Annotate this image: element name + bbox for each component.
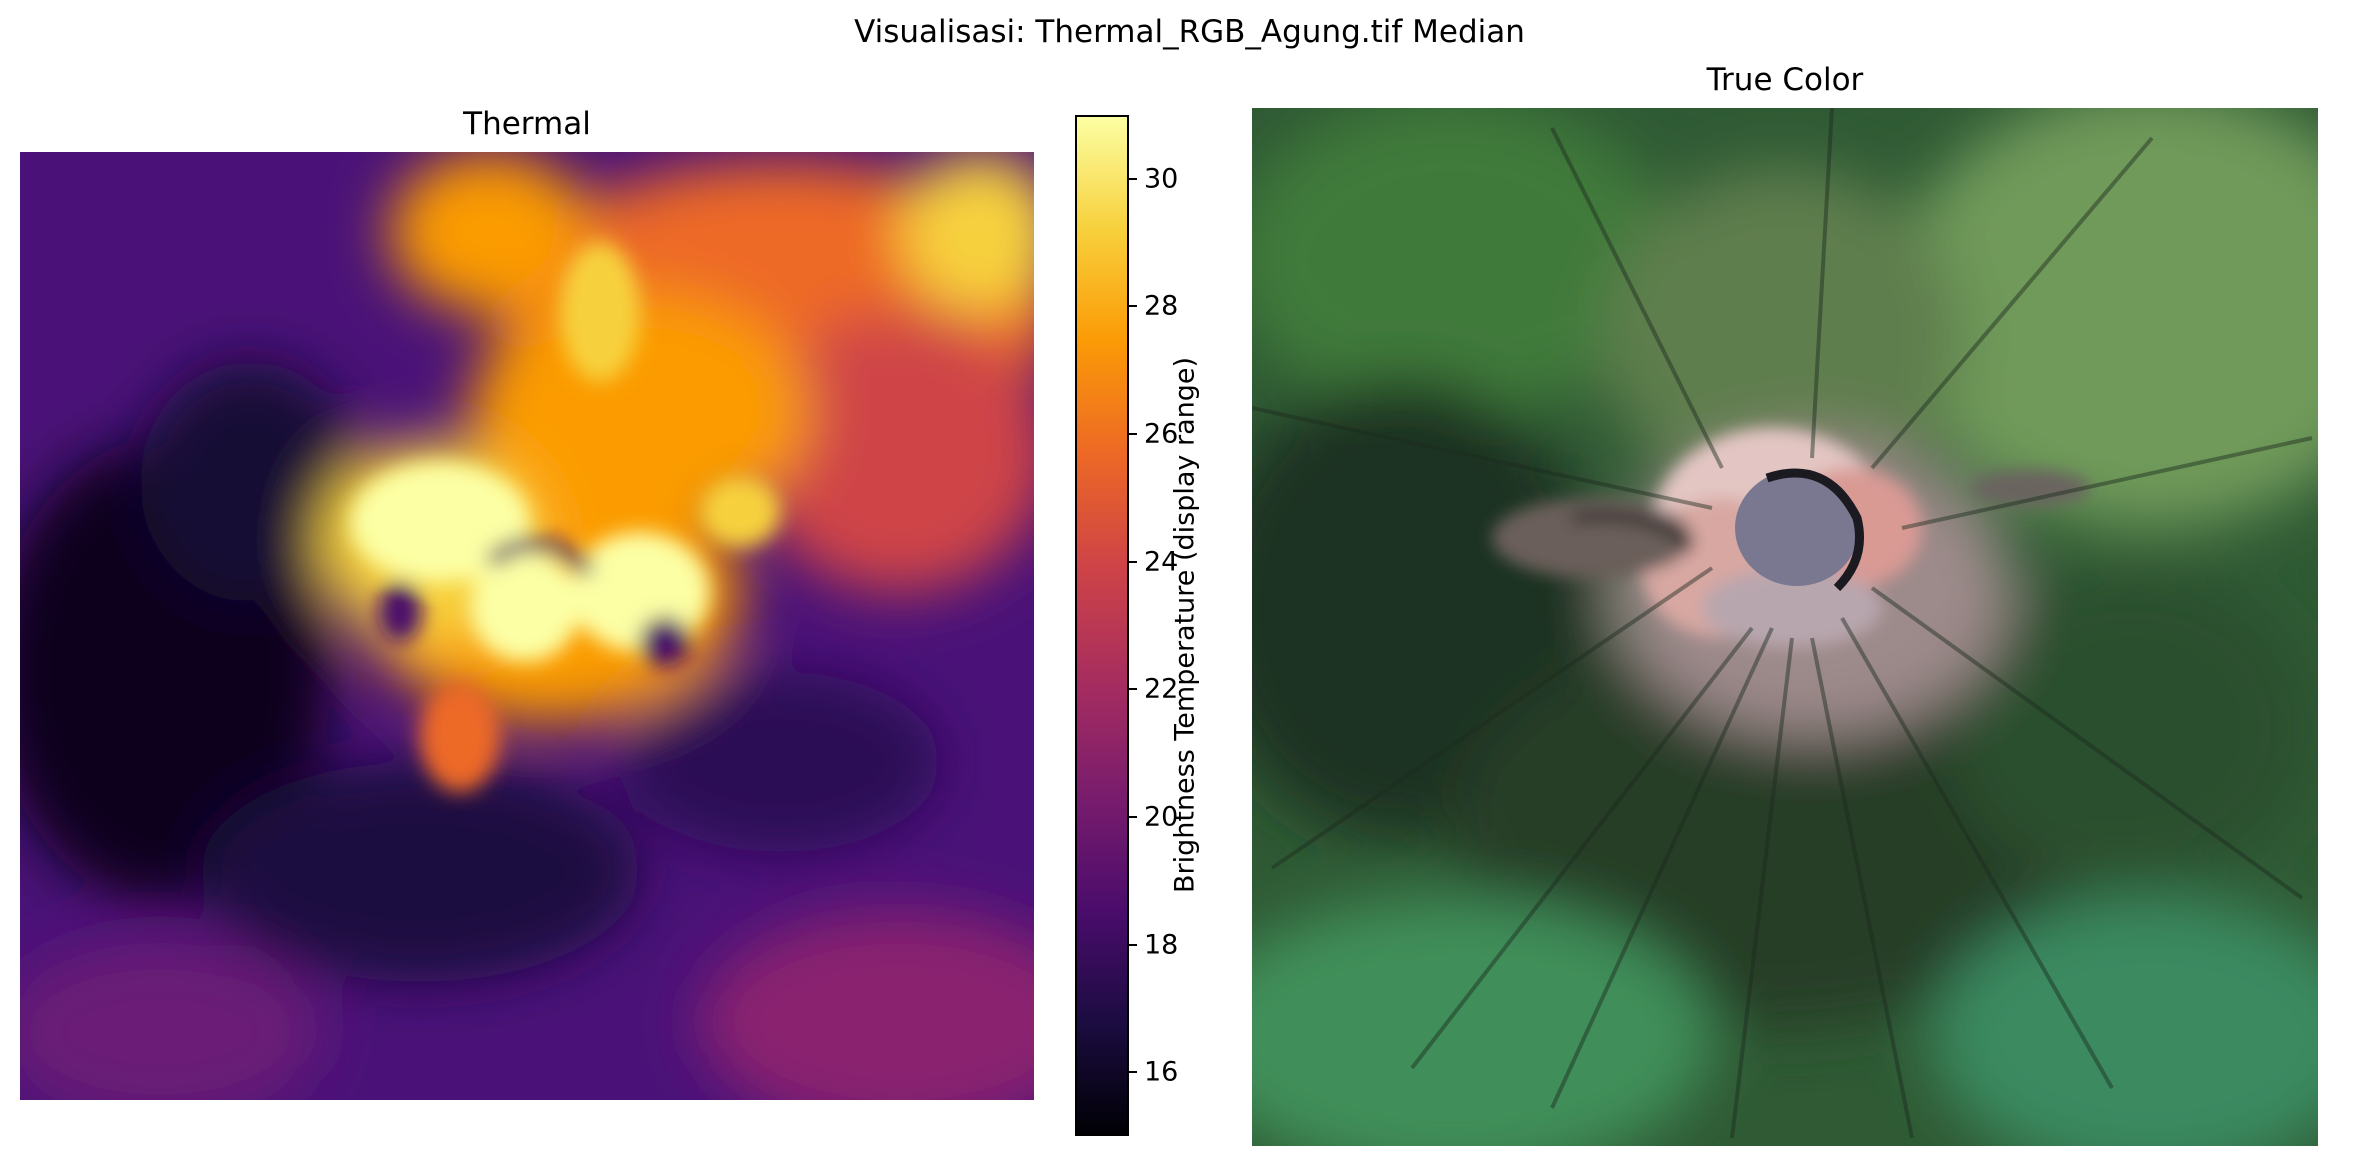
colorbar-tick-mark (1129, 815, 1137, 818)
rgb-panel-title: True Color (1706, 62, 1864, 98)
colorbar (1075, 115, 1129, 1136)
colorbar-tick-mark (1129, 177, 1137, 180)
figure-title: Visualisasi: Thermal_RGB_Agung.tif Media… (854, 14, 1525, 50)
thermal-image (20, 152, 1034, 1100)
colorbar-tick-label: 20 (1144, 801, 1179, 833)
crater-shape (1735, 470, 1859, 586)
colorbar-tick-label: 18 (1144, 929, 1179, 961)
colorbar-tick-label: 22 (1144, 673, 1179, 705)
colorbar-tick-mark (1129, 305, 1137, 308)
colorbar-tick-label: 28 (1144, 290, 1179, 322)
colorbar-tick-label: 26 (1144, 418, 1179, 450)
colorbar-tick-mark (1129, 433, 1137, 436)
thermal-panel-title: Thermal (463, 106, 591, 142)
true-color-image (1252, 108, 2318, 1146)
colorbar-tick-label: 24 (1144, 546, 1179, 578)
colorbar-label: Brightness Temperature (display range) (1169, 356, 1201, 894)
colorbar-tick-mark (1129, 688, 1137, 691)
colorbar-tick-label: 30 (1144, 163, 1179, 195)
colorbar-tick-mark (1129, 1071, 1137, 1074)
colorbar-tick-mark (1129, 943, 1137, 946)
colorbar-tick-label: 16 (1144, 1056, 1179, 1088)
colorbar-tick-mark (1129, 560, 1137, 563)
